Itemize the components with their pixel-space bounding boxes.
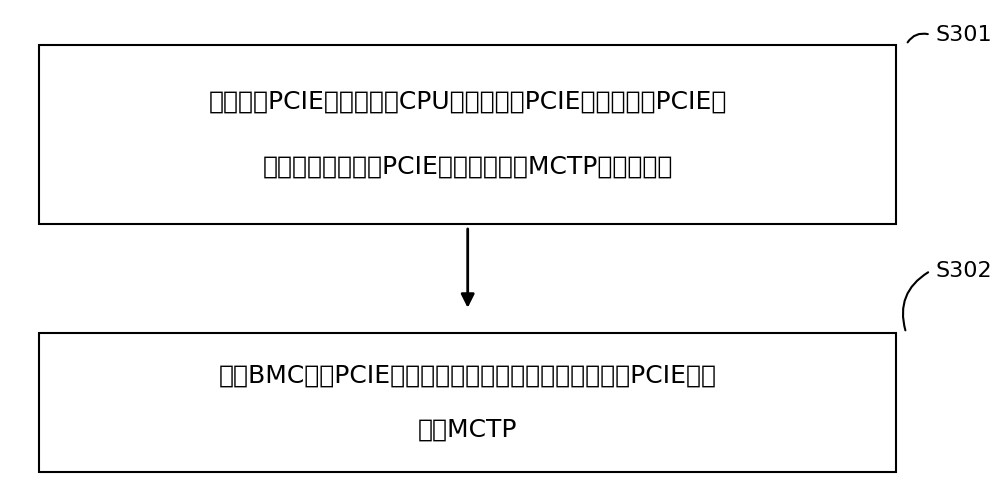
Text: 备发送用于确定该PCIE设备是否支持MCTP的检测请求: 备发送用于确定该PCIE设备是否支持MCTP的检测请求 [263,155,673,178]
Text: 针对通过PCIE总线连接在CPU上的每一个PCIE设备，向该PCIE设: 针对通过PCIE总线连接在CPU上的每一个PCIE设备，向该PCIE设 [209,90,727,114]
Text: 支持MCTP: 支持MCTP [418,418,517,442]
FancyBboxPatch shape [39,333,896,472]
Text: S301: S301 [935,25,992,45]
FancyArrowPatch shape [908,34,928,42]
FancyArrowPatch shape [903,272,928,331]
Text: S302: S302 [935,261,992,281]
FancyBboxPatch shape [39,45,896,224]
Text: 如果BMC收到PCIE设备针对检测请求的应答，则确定该PCIE设备: 如果BMC收到PCIE设备针对检测请求的应答，则确定该PCIE设备 [219,363,717,387]
